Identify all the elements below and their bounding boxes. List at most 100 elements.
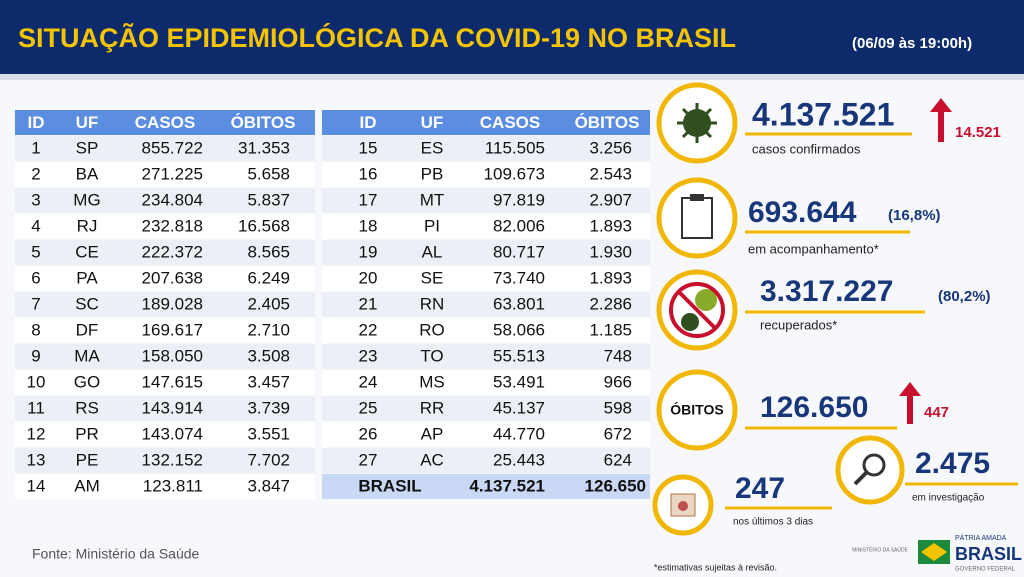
total-cell: 126.650	[585, 476, 646, 495]
table-cell: 97.819	[493, 190, 545, 209]
table-cell: 158.050	[142, 346, 203, 365]
table-row-bg	[15, 422, 315, 447]
table-cell: 3.551	[247, 424, 290, 443]
total-cell: BRASIL	[358, 476, 421, 495]
table-row-bg	[322, 370, 650, 395]
table-cell: RO	[419, 320, 445, 339]
magnifier-icon	[835, 435, 905, 505]
calendar-icon	[652, 474, 714, 536]
up-arrow	[899, 382, 921, 424]
table-row-bg	[322, 396, 650, 421]
table-cell: 115.505	[485, 138, 545, 157]
table-cell: 26	[359, 424, 378, 443]
deaths-increase: 447	[924, 404, 949, 421]
table-row-bg	[15, 318, 315, 343]
table-row-bg	[15, 162, 315, 187]
table-cell: SP	[76, 138, 99, 157]
table-cell: SE	[421, 268, 444, 287]
header-strip	[0, 74, 1024, 80]
table-cell: 624	[604, 450, 632, 469]
table-cell: 234.804	[142, 190, 203, 209]
deaths-badge: ÓBITOS	[670, 401, 723, 418]
table-cell: 44.770	[493, 424, 545, 443]
table-cell: 16.568	[238, 216, 290, 235]
table-cell: 123.811	[143, 476, 203, 495]
table-cell: 7	[31, 294, 40, 313]
table-row-bg	[322, 240, 650, 265]
table-cell: 109.673	[484, 164, 545, 183]
total-row-bg	[322, 474, 650, 499]
recent-value: 247	[735, 472, 785, 505]
table-cell: 16	[359, 164, 378, 183]
table-row-bg	[322, 188, 650, 213]
slogan: PÁTRIA AMADA	[955, 533, 1007, 542]
table-row-bg	[15, 266, 315, 291]
table-row-bg	[322, 292, 650, 317]
table-header-bg	[322, 110, 650, 135]
table-cell: 3.739	[247, 398, 290, 417]
deaths-value: 126.650	[760, 391, 868, 424]
table-row-bg	[322, 422, 650, 447]
recent-label: nos últimos 3 dias	[733, 517, 813, 528]
table-cell: 6	[31, 268, 40, 287]
table-cell: 23	[359, 346, 378, 365]
table-cell: 53.491	[493, 372, 545, 391]
table-row-bg	[322, 318, 650, 343]
table-cell: 31.353	[238, 138, 290, 157]
table-cell: 5.658	[247, 164, 290, 183]
table-header-bg	[15, 110, 315, 135]
table-cell: PA	[76, 268, 98, 287]
monitoring-percent: (16,8%)	[888, 207, 941, 224]
monitoring-label: em acompanhamento*	[748, 241, 879, 256]
table-cell: 15	[359, 138, 378, 157]
table-cell: 207.638	[142, 268, 203, 287]
clipboard-icon	[656, 177, 738, 259]
brand: BRASIL	[955, 544, 1022, 564]
total-cell: 4.137.521	[469, 476, 545, 495]
table-row-bg	[322, 136, 650, 161]
table-cell: 2	[31, 164, 40, 183]
table-cell: 2.405	[247, 294, 290, 313]
table-cell: 12	[27, 424, 46, 443]
table-row-bg	[322, 266, 650, 291]
header-band	[0, 0, 1024, 74]
table-cell: 271.225	[142, 164, 203, 183]
table-row-bg	[15, 396, 315, 421]
table-cell: 2.907	[589, 190, 632, 209]
monitoring-value: 693.644	[748, 196, 857, 229]
subtitle: (06/09 às 19:00h)	[852, 35, 972, 52]
table-cell: 55.513	[493, 346, 545, 365]
table-cell: 27	[359, 450, 378, 469]
flag-diamond	[921, 543, 947, 561]
ministry-logo: MINISTÉRIO DA SAÚDE	[852, 546, 909, 553]
table-cell: TO	[420, 346, 443, 365]
table-cell: MT	[420, 190, 445, 209]
table-cell: 1	[31, 138, 40, 157]
table-row-bg	[15, 136, 315, 161]
column-header: ID	[28, 113, 45, 132]
table-cell: 143.074	[142, 424, 203, 443]
table-cell: 5	[31, 242, 40, 261]
column-header: ID	[360, 113, 377, 132]
column-header: UF	[76, 113, 99, 132]
table-cell: RJ	[77, 216, 98, 235]
recovered-icon	[656, 269, 738, 351]
table-cell: 855.722	[142, 138, 203, 157]
table-cell: 58.066	[493, 320, 545, 339]
table-cell: MG	[73, 190, 100, 209]
table-cell: MA	[74, 346, 100, 365]
table-cell: 2.543	[589, 164, 632, 183]
recovered-label: recuperados*	[760, 317, 837, 332]
column-header: CASOS	[480, 113, 540, 132]
table-cell: ES	[421, 138, 444, 157]
recovered-percent: (80,2%)	[938, 288, 991, 305]
table-cell: 45.137	[493, 398, 545, 417]
table-cell: 20	[359, 268, 378, 287]
investigation-label: em investigação	[912, 493, 985, 504]
investigation-value: 2.475	[915, 447, 990, 480]
table-cell: 8.565	[247, 242, 290, 261]
table-cell: DF	[76, 320, 99, 339]
table-cell: 672	[604, 424, 632, 443]
column-header: CASOS	[135, 113, 195, 132]
